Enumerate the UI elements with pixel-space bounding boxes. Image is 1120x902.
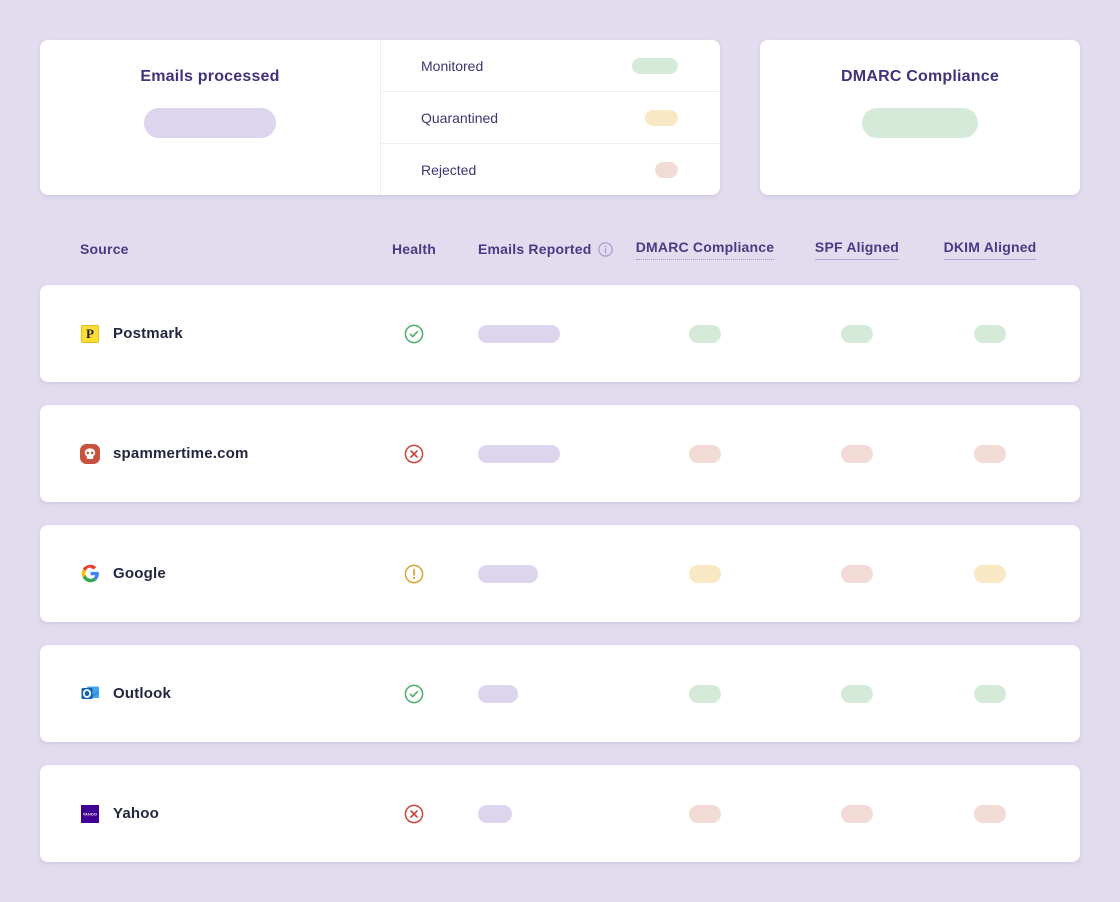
dmarc-compliance-pill (689, 444, 721, 463)
column-header-health: Health (392, 241, 436, 257)
column-header-dkim-aligned[interactable]: DKIM Aligned (943, 239, 1037, 260)
emails-reported-pill (478, 324, 560, 343)
emails-processed-card: Emails processed Monitored Quarantined R… (40, 40, 720, 195)
emails-reported-pill (478, 804, 512, 823)
dkim-aligned-pill (974, 804, 1006, 823)
rejected-value-pill (655, 161, 678, 178)
legend-row-quarantined: Quarantined (381, 91, 720, 143)
dkim-aligned-pill (974, 324, 1006, 343)
dmarc-compliance-value-pill (862, 108, 978, 138)
emails-reported-pill (478, 444, 560, 463)
dmarc-compliance-title: DMARC Compliance (841, 68, 999, 85)
emails-reported-pill (478, 564, 538, 583)
emails-processed-metric: Emails processed (40, 40, 380, 195)
table-row-postmark[interactable]: P Postmark (40, 285, 1080, 382)
x-circle-icon (404, 444, 424, 463)
dmarc-compliance-pill (689, 324, 721, 343)
column-header-dmarc-compliance[interactable]: DMARC Compliance (635, 239, 775, 260)
legend-label: Quarantined (421, 109, 499, 126)
table-row-yahoo[interactable]: YAHOO Yahoo (40, 765, 1080, 862)
column-header-emails-reported: Emails Reported (478, 241, 614, 257)
emails-processed-title: Emails processed (140, 68, 280, 85)
source-name: Google (113, 565, 166, 582)
x-circle-icon (404, 804, 424, 823)
spf-aligned-pill (841, 324, 873, 343)
health-status-icon (374, 405, 454, 502)
column-header-spf-aligned[interactable]: SPF Aligned (814, 239, 900, 260)
table-row-outlook[interactable]: Outlook (40, 645, 1080, 742)
dmarc-compliance-pill (689, 684, 721, 703)
dmarc-compliance-pill (689, 564, 721, 583)
spf-aligned-pill (841, 444, 873, 463)
source-name: Postmark (113, 325, 183, 342)
emails-processed-legend: Monitored Quarantined Rejected (380, 40, 720, 195)
legend-label: Monitored (421, 57, 484, 74)
google-g-icon (80, 564, 100, 583)
health-status-icon (374, 285, 454, 382)
emails-processed-value-pill (144, 108, 276, 138)
source-name: Yahoo (113, 805, 160, 822)
dmarc-compliance-pill (689, 804, 721, 823)
source-name: spammertime.com (113, 445, 249, 462)
info-circle-icon[interactable] (598, 241, 614, 257)
check-circle-icon (404, 684, 424, 703)
spammertime-skull-icon (80, 443, 100, 464)
warning-circle-icon (404, 564, 424, 583)
spf-aligned-pill (841, 684, 873, 703)
emails-reported-pill (478, 684, 518, 703)
spf-aligned-pill (841, 564, 873, 583)
outlook-logo-icon (80, 684, 100, 703)
check-circle-icon (404, 324, 424, 343)
dkim-aligned-pill (974, 444, 1006, 463)
postmark-logo-icon: P (80, 324, 100, 343)
dkim-aligned-pill (974, 684, 1006, 703)
table-row-spammertime[interactable]: spammertime.com (40, 405, 1080, 502)
health-status-icon (374, 765, 454, 862)
legend-label: Rejected (421, 161, 477, 178)
column-header-source: Source (80, 241, 129, 257)
monitored-value-pill (632, 57, 678, 74)
legend-row-rejected: Rejected (381, 143, 720, 195)
dmarc-compliance-card: DMARC Compliance (760, 40, 1080, 195)
yahoo-logo-icon: YAHOO (80, 804, 100, 823)
health-status-icon (374, 645, 454, 742)
sources-table-header: Source Health Emails Reported DMARC Comp… (40, 239, 1080, 260)
health-status-icon (374, 525, 454, 622)
quarantined-value-pill (645, 109, 678, 126)
table-row-google[interactable]: Google (40, 525, 1080, 622)
legend-row-monitored: Monitored (381, 40, 720, 91)
dkim-aligned-pill (974, 564, 1006, 583)
source-name: Outlook (113, 685, 172, 702)
spf-aligned-pill (841, 804, 873, 823)
sources-table-body: P Postmark (40, 285, 1080, 862)
summary-cards: Emails processed Monitored Quarantined R… (40, 40, 1080, 195)
svg-text:YAHOO: YAHOO (83, 812, 97, 816)
